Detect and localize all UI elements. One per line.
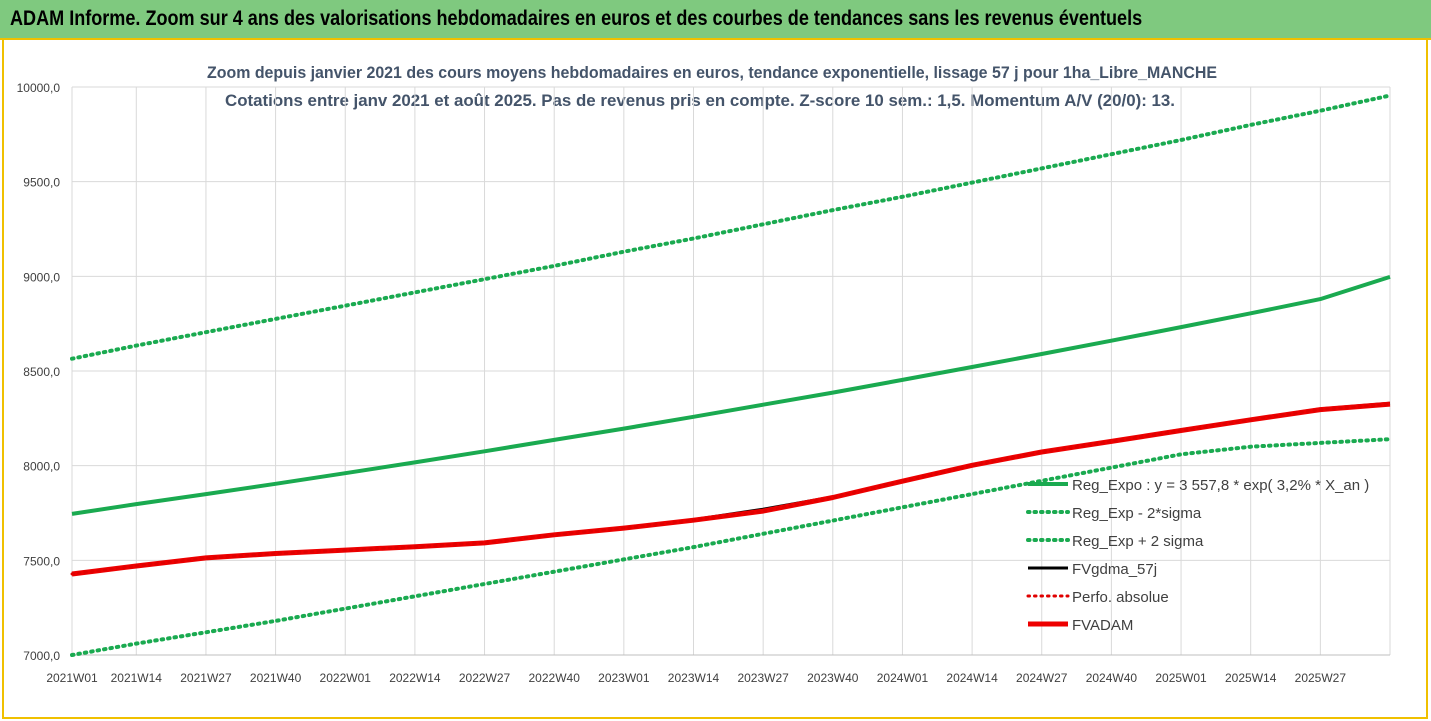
report-banner: ADAM Informe. Zoom sur 4 ans des valoris… — [0, 0, 1431, 40]
legend-label: Reg_Expo : y = 3 557,8 * exp( 3,2% * X_a… — [1072, 477, 1369, 494]
x-tick-label: 2023W27 — [737, 671, 789, 685]
x-tick-label: 2022W01 — [320, 671, 372, 685]
legend-label: Perfo. absolue — [1072, 589, 1169, 606]
series-line-0 — [71, 274, 1391, 516]
x-tick-label: 2024W27 — [1016, 671, 1068, 685]
legend-label: Reg_Exp + 2 sigma — [1072, 533, 1204, 550]
series-line-4 — [70, 402, 1392, 576]
y-axis-ticks: 7000,0 7500,0 8000,0 8500,0 9000,0 9500,0 1000… — [17, 81, 61, 663]
series-lines — [70, 93, 1392, 657]
x-tick-label: 2023W40 — [807, 671, 859, 685]
x-tick-label: 2022W14 — [389, 671, 441, 685]
chart-subtitle: Cotations entre janv 2021 et août 2025. … — [225, 91, 1175, 110]
y-tick-label: 9000,0 — [23, 270, 60, 284]
chart-frame — [2, 40, 1428, 719]
x-tick-label: 2021W27 — [180, 671, 232, 685]
x-tick-label: 2021W14 — [111, 671, 163, 685]
y-tick-label: 10000,0 — [17, 81, 61, 95]
legend-label: FVADAM — [1072, 617, 1133, 634]
y-tick-label: 8000,0 — [23, 460, 60, 474]
legend: Reg_Expo : y = 3 557,8 * exp( 3,2% * X_a… — [1026, 477, 1369, 634]
x-tick-label: 2021W40 — [250, 671, 302, 685]
x-tick-label: 2024W14 — [946, 671, 998, 685]
x-tick-label: 2024W01 — [877, 671, 929, 685]
y-tick-label: 9500,0 — [23, 176, 60, 190]
x-tick-label: 2022W40 — [529, 671, 581, 685]
x-tick-label: 2023W01 — [598, 671, 650, 685]
x-tick-label: 2025W14 — [1225, 671, 1277, 685]
legend-label: Reg_Exp - 2*sigma — [1072, 505, 1202, 522]
y-tick-label: 7500,0 — [23, 554, 60, 568]
chart-title: Zoom depuis janvier 2021 des cours moyen… — [207, 63, 1217, 82]
legend-label: FVgdma_57j — [1072, 561, 1157, 578]
x-tick-label: 2025W01 — [1155, 671, 1207, 685]
x-tick-label: 2023W14 — [668, 671, 720, 685]
report-title: ADAM Informe. Zoom sur 4 ans des valoris… — [10, 7, 1143, 30]
x-tick-label: 2025W27 — [1295, 671, 1347, 685]
x-tick-label: 2021W01 — [46, 671, 98, 685]
x-tick-label: 2024W40 — [1086, 671, 1138, 685]
gridlines — [71, 86, 1391, 656]
series-line-1 — [70, 437, 1392, 657]
x-tick-label: 2022W27 — [459, 671, 511, 685]
y-tick-label: 7000,0 — [23, 649, 60, 663]
y-tick-label: 8500,0 — [23, 365, 60, 379]
x-axis-ticks: 2021W01 2021W14 2021W27 2021W40 2022W01 2022W… — [46, 671, 1346, 685]
series-line-2 — [70, 93, 1392, 361]
